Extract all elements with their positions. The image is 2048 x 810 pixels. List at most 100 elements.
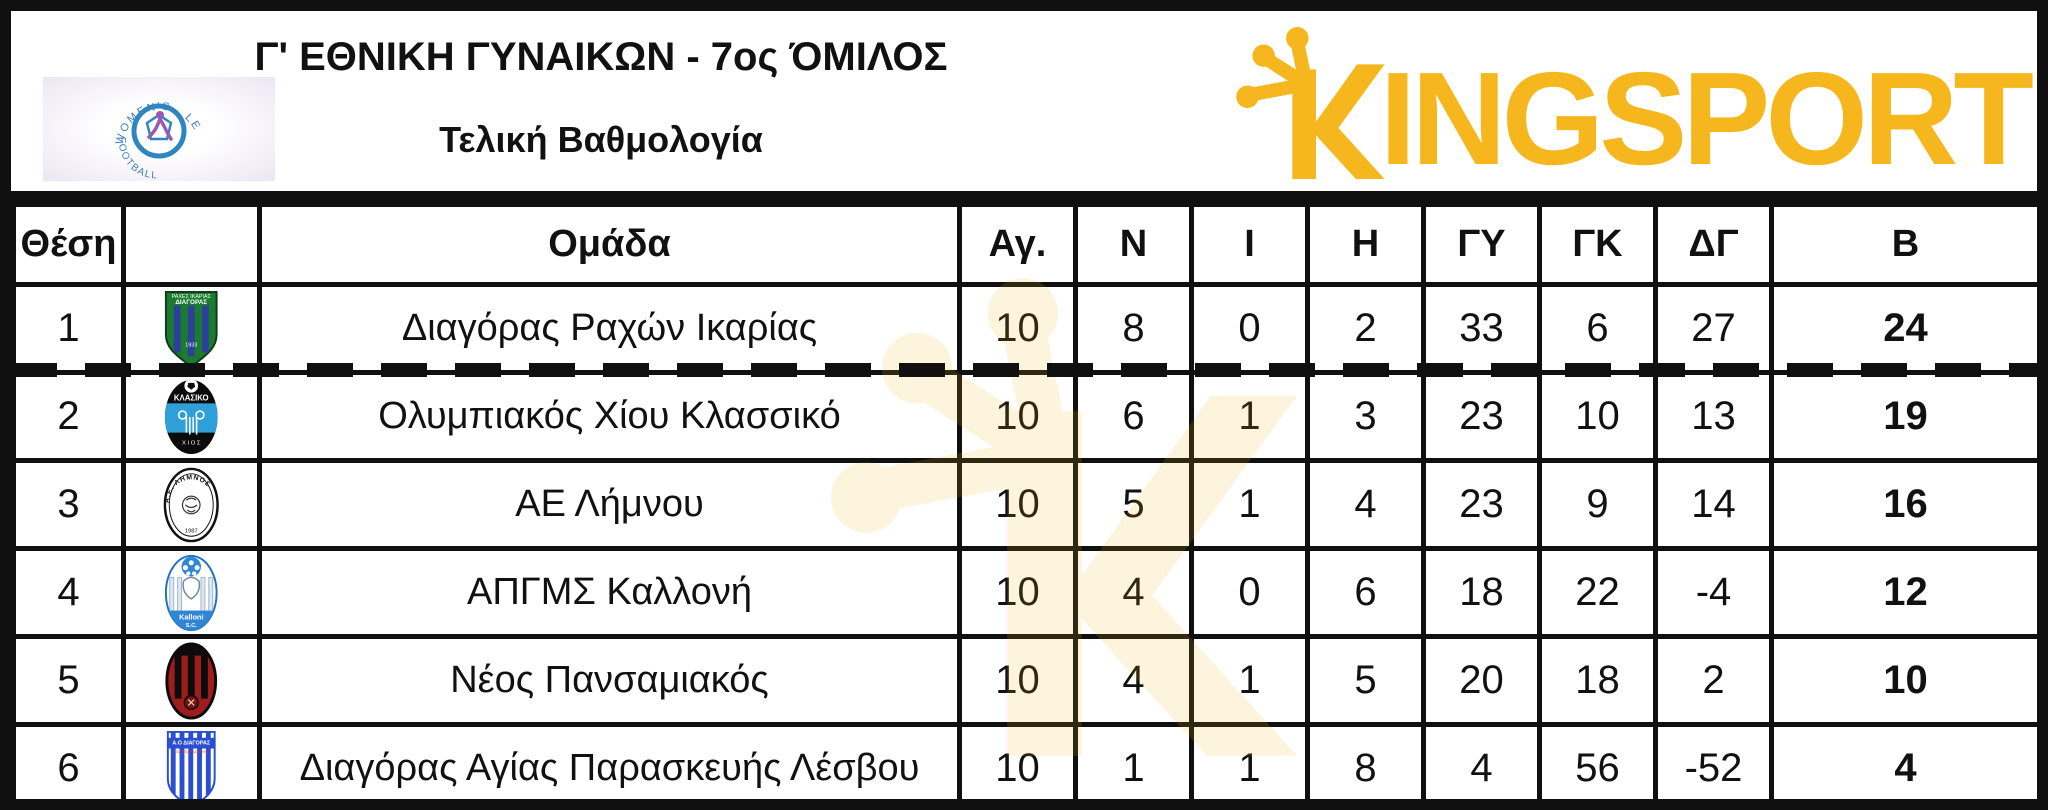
- team-crest-cell: Kalloni S.C.: [121, 546, 262, 639]
- svg-text:ΡΑΧΕΣ ΙΚΑΡΙΑΣ: ΡΑΧΕΣ ΙΚΑΡΙΑΣ: [172, 293, 212, 299]
- position-cell: 1: [11, 282, 126, 375]
- goal-diff-cell: 14: [1653, 458, 1774, 551]
- played-cell: 10: [957, 282, 1078, 375]
- position-cell: 6: [11, 722, 126, 799]
- losses-cell: 5: [1305, 634, 1426, 727]
- position-cell: 5: [11, 634, 126, 727]
- svg-text:Α.Ο ΔΙΑΓΟΡΑΣ: Α.Ο ΔΙΑΓΟΡΑΣ: [173, 740, 211, 746]
- kingsport-crown-k-icon: [1235, 27, 1385, 179]
- team-crest-cell: Α.Ε. ΛΗΜΝΟΣ 1987: [121, 458, 262, 551]
- goals-against-cell: 22: [1537, 546, 1658, 639]
- table-row: 6 Α.Ο ΔΙΑΓΟΡΑΣ ΑΓΙΑΣ ΠΑΡΑΣΚΕΥΗΣ Διαγόρας…: [11, 722, 2037, 799]
- col-header-goals-for: ΓΥ: [1421, 202, 1542, 287]
- losses-cell: 8: [1305, 722, 1426, 799]
- svg-text:ΔΙΑΓΟΡΑΣ: ΔΙΑΓΟΡΑΣ: [176, 299, 208, 306]
- standings-body: 1 ΡΑΧΕΣ ΙΚΑΡΙΑΣ ΔΙΑΓΟΡΑΣ 1933 Διαγόρας Ρ…: [11, 282, 2037, 799]
- svg-text:1987: 1987: [185, 528, 198, 534]
- losses-cell: 2: [1305, 282, 1426, 375]
- diagoras-ikarias-crest: ΡΑΧΕΣ ΙΚΑΡΙΑΣ ΔΙΑΓΟΡΑΣ 1933: [165, 290, 218, 368]
- kingsport-wordmark: INGSPORT: [1379, 44, 2034, 192]
- wins-cell: 5: [1073, 458, 1194, 551]
- womens-football-league-icon: WOMEN'S LEAGUE FOOTBALL: [99, 79, 201, 179]
- womens-football-league-logo: WOMEN'S LEAGUE FOOTBALL: [43, 77, 275, 181]
- draws-cell: 1: [1189, 458, 1310, 551]
- table-row: 2 ΚΛΑΣΙΚΟ Χ Ι Ο Σ Ολυμπιακός Χίου Κλασσι…: [11, 370, 2037, 463]
- team-name-cell: Ολυμπιακός Χίου Κλασσικό: [257, 370, 962, 463]
- goals-against-cell: 9: [1537, 458, 1658, 551]
- losses-cell: 6: [1305, 546, 1426, 639]
- team-name-cell: ΑΠΓΜΣ Καλλονή: [257, 546, 962, 639]
- team-name-cell: ΑΕ Λήμνου: [257, 458, 962, 551]
- draws-cell: 1: [1189, 722, 1310, 799]
- ae-limnou-crest: Α.Ε. ΛΗΜΝΟΣ 1987: [163, 467, 220, 542]
- losses-cell: 4: [1305, 458, 1426, 551]
- table-row: 4 Kalloni S.C. ΑΠΓΜΣ Καλλονή 10 4 0 6 18…: [11, 546, 2037, 639]
- svg-text:Χ Ι Ο Σ: Χ Ι Ο Σ: [182, 440, 201, 446]
- position-cell: 3: [11, 458, 126, 551]
- col-header-position: Θέση: [11, 202, 126, 287]
- points-cell: 12: [1769, 546, 2037, 639]
- points-cell: 16: [1769, 458, 2037, 551]
- svg-text:ΑΓΙΑΣ ΠΑΡΑΣΚΕΥΗΣ: ΑΓΙΑΣ ΠΑΡΑΣΚΕΥΗΣ: [174, 749, 210, 753]
- neos-pansamiakos-crest: [165, 641, 218, 720]
- kingsport-logo: INGSPORT: [1235, 27, 2034, 192]
- goal-diff-cell: 13: [1653, 370, 1774, 463]
- wins-cell: 6: [1073, 370, 1194, 463]
- table-row: 3 Α.Ε. ΛΗΜΝΟΣ 1987 ΑΕ Λήμνου 10 5 1 4 23…: [11, 458, 2037, 551]
- col-header-crest: [121, 202, 262, 287]
- position-cell: 4: [11, 546, 126, 639]
- goals-for-cell: 20: [1421, 634, 1542, 727]
- points-cell: 24: [1769, 282, 2037, 375]
- svg-text:S.C.: S.C.: [186, 623, 198, 629]
- page-subtitle: Τελική Βαθμολογία: [439, 119, 763, 160]
- points-cell: 10: [1769, 634, 2037, 727]
- team-name-cell: Νέος Πανσαμιακός: [257, 634, 962, 727]
- goals-against-cell: 18: [1537, 634, 1658, 727]
- played-cell: 10: [957, 370, 1078, 463]
- losses-cell: 3: [1305, 370, 1426, 463]
- draws-cell: 0: [1189, 282, 1310, 375]
- team-crest-cell: ΚΛΑΣΙΚΟ Χ Ι Ο Σ: [121, 370, 262, 463]
- col-header-team: Ομάδα: [257, 202, 962, 287]
- goals-against-cell: 6: [1537, 282, 1658, 375]
- goal-diff-cell: -52: [1653, 722, 1774, 799]
- standings-header-row: Θέση Ομάδα Αγ. Ν Ι Η ΓΥ ΓΚ ΔΓ Β: [11, 202, 2037, 287]
- played-cell: 10: [957, 634, 1078, 727]
- standings-table-wrap: Θέση Ομάδα Αγ. Ν Ι Η ΓΥ ΓΚ ΔΓ Β 1: [11, 202, 2037, 799]
- col-header-points: Β: [1769, 202, 2037, 287]
- col-header-goals-against: ΓΚ: [1537, 202, 1658, 287]
- team-name-cell: Διαγόρας Ραχών Ικαρίας: [257, 282, 962, 375]
- team-name-cell: Διαγόρας Αγίας Παρασκευής Λέσβου: [257, 722, 962, 799]
- points-cell: 4: [1769, 722, 2037, 799]
- header-band: Γ' ΕΘΝΙΚΗ ΓΥΝΑΙΚΩΝ - 7ος ΌΜΙΛΟΣ Τελική Β…: [11, 11, 2037, 202]
- goals-for-cell: 4: [1421, 722, 1542, 799]
- goals-for-cell: 33: [1421, 282, 1542, 375]
- kalloni-crest: Kalloni S.C.: [165, 554, 218, 631]
- goal-diff-cell: 2: [1653, 634, 1774, 727]
- points-cell: 19: [1769, 370, 2037, 463]
- col-header-losses: Η: [1305, 202, 1426, 287]
- played-cell: 10: [957, 546, 1078, 639]
- goal-diff-cell: 27: [1653, 282, 1774, 375]
- goal-diff-cell: -4: [1653, 546, 1774, 639]
- col-header-wins: Ν: [1073, 202, 1194, 287]
- diagoras-lesvou-crest: Α.Ο ΔΙΑΓΟΡΑΣ ΑΓΙΑΣ ΠΑΡΑΣΚΕΥΗΣ: [167, 730, 216, 799]
- goals-against-cell: 10: [1537, 370, 1658, 463]
- played-cell: 10: [957, 458, 1078, 551]
- svg-text:Kalloni: Kalloni: [179, 612, 203, 621]
- page-title: Γ' ΕΘΝΙΚΗ ΓΥΝΑΙΚΩΝ - 7ος ΌΜΙΛΟΣ: [254, 35, 948, 79]
- draws-cell: 1: [1189, 370, 1310, 463]
- position-cell: 2: [11, 370, 126, 463]
- goals-for-cell: 18: [1421, 546, 1542, 639]
- standings-table: Θέση Ομάδα Αγ. Ν Ι Η ΓΥ ΓΚ ΔΓ Β 1: [11, 202, 2037, 799]
- goals-for-cell: 23: [1421, 458, 1542, 551]
- olympiakos-chiou-klassiko-crest: ΚΛΑΣΙΚΟ Χ Ι Ο Σ: [165, 379, 218, 454]
- svg-text:ΚΛΑΣΙΚΟ: ΚΛΑΣΙΚΟ: [174, 393, 209, 402]
- goals-against-cell: 56: [1537, 722, 1658, 799]
- team-crest-cell: [121, 634, 262, 727]
- wins-cell: 1: [1073, 722, 1194, 799]
- col-header-goal-diff: ΔΓ: [1653, 202, 1774, 287]
- wins-cell: 4: [1073, 634, 1194, 727]
- wins-cell: 4: [1073, 546, 1194, 639]
